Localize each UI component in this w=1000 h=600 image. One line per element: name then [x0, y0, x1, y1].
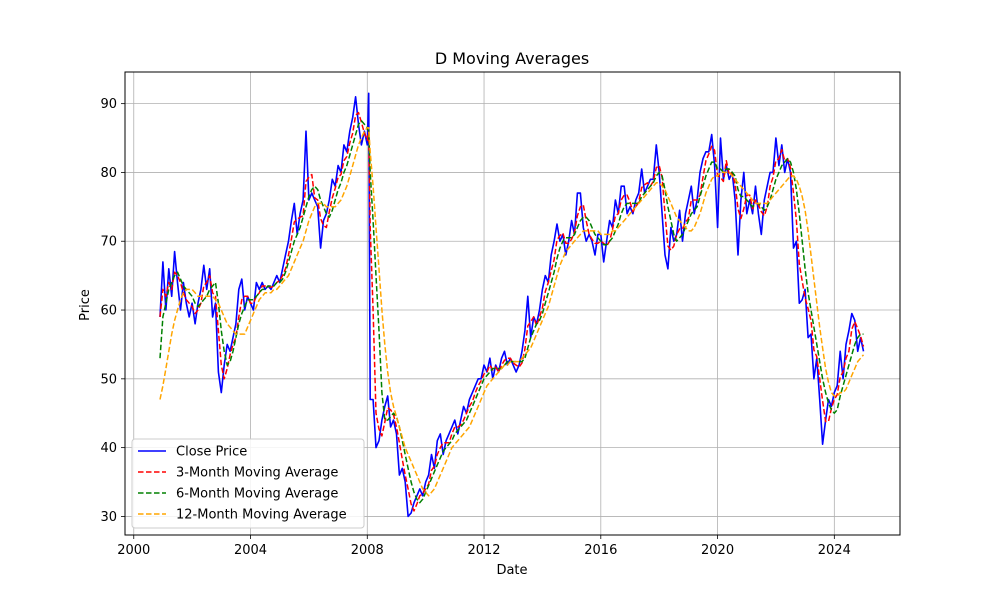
x-axis-title: Date: [496, 563, 527, 578]
legend-box: [131, 438, 365, 529]
x-tick-label: 2004: [234, 543, 267, 558]
y-tick-label: 50: [100, 372, 117, 387]
y-tick-label: 40: [100, 441, 117, 456]
y-tick-label: 80: [100, 166, 117, 181]
x-tick-label: 2016: [584, 543, 617, 558]
x-tick-label: 2000: [117, 543, 150, 558]
x-tick-label: 2012: [467, 543, 500, 558]
legend-label: 6-Month Moving Average: [176, 487, 338, 502]
x-tick-label: 2020: [701, 543, 734, 558]
y-tick-label: 90: [100, 97, 117, 112]
series-line-4: [159, 126, 865, 497]
axis-ticks: 2000 2004 2008 2012 2016 2020 2024 30 40 50 60 70 80…: [100, 97, 850, 558]
x-tick-label: 2008: [351, 543, 384, 558]
y-axis-title: Price: [78, 289, 93, 321]
y-tick-label: 70: [100, 235, 117, 250]
y-tick-label: 60: [100, 304, 117, 319]
legend-label: Close Price: [176, 445, 247, 460]
chart-title: D Moving Averages: [435, 49, 589, 68]
legend-label: 3-Month Moving Average: [176, 466, 338, 481]
y-tick-label: 30: [100, 510, 117, 525]
legend: Close Price 3-Month Moving Average 6-Month…: [131, 438, 365, 529]
x-tick-label: 2024: [818, 543, 851, 558]
series-lines: [159, 92, 865, 518]
series-line-3: [159, 120, 864, 504]
legend-label: 12-Month Moving Average: [176, 508, 347, 523]
plot-frame: [124, 71, 901, 536]
